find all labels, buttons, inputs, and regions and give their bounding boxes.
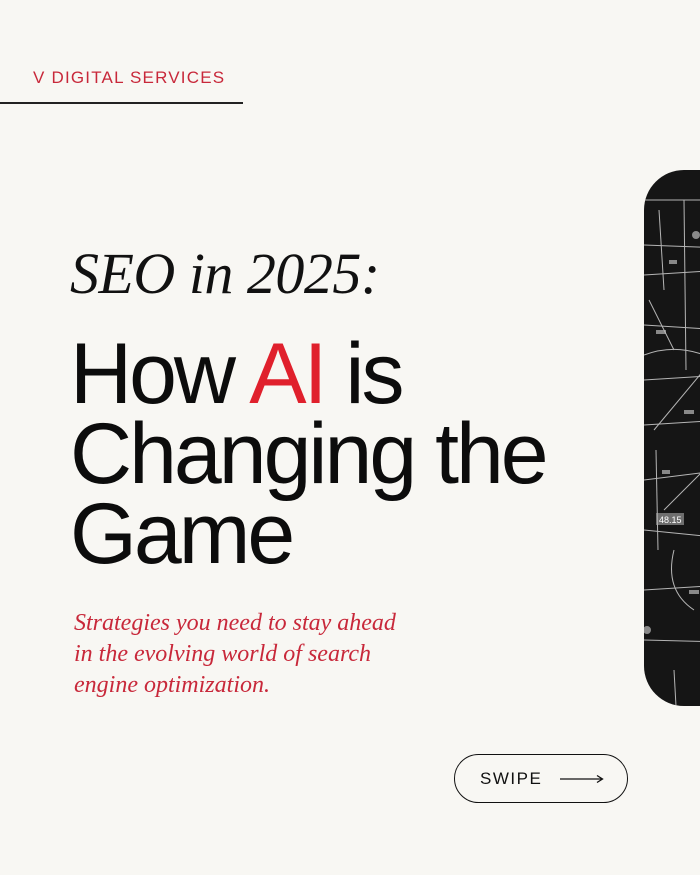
image-label: 48.15 (659, 515, 682, 525)
headline-text: is (324, 326, 404, 422)
subtitle: Strategies you need to stay ahead in the… (74, 608, 414, 701)
headline-text: How (70, 326, 250, 422)
swipe-button[interactable]: SWIPE (454, 754, 628, 803)
headline: How AI is Changing the Game (70, 331, 549, 577)
network-lines-graphic: 48.15 (644, 199, 700, 706)
headline-line-1: How AI is (70, 326, 404, 422)
subtitle-line: Strategies you need to stay ahead (74, 610, 396, 636)
subtitle-line: engine optimization. (74, 672, 270, 698)
arrow-right-icon (560, 774, 605, 783)
headline-line-3: Game (70, 486, 295, 582)
subtitle-line: in the evolving world of search (74, 641, 372, 667)
headline-kicker: SEO in 2025: (70, 241, 380, 306)
headline-line-2: Changing the (70, 406, 549, 502)
brand-divider (0, 102, 243, 104)
data-network-image: 48.15 (644, 170, 700, 706)
swipe-label: SWIPE (480, 768, 543, 788)
brand-name: V DIGITAL SERVICES (33, 68, 226, 87)
headline-accent: AI (249, 326, 327, 422)
